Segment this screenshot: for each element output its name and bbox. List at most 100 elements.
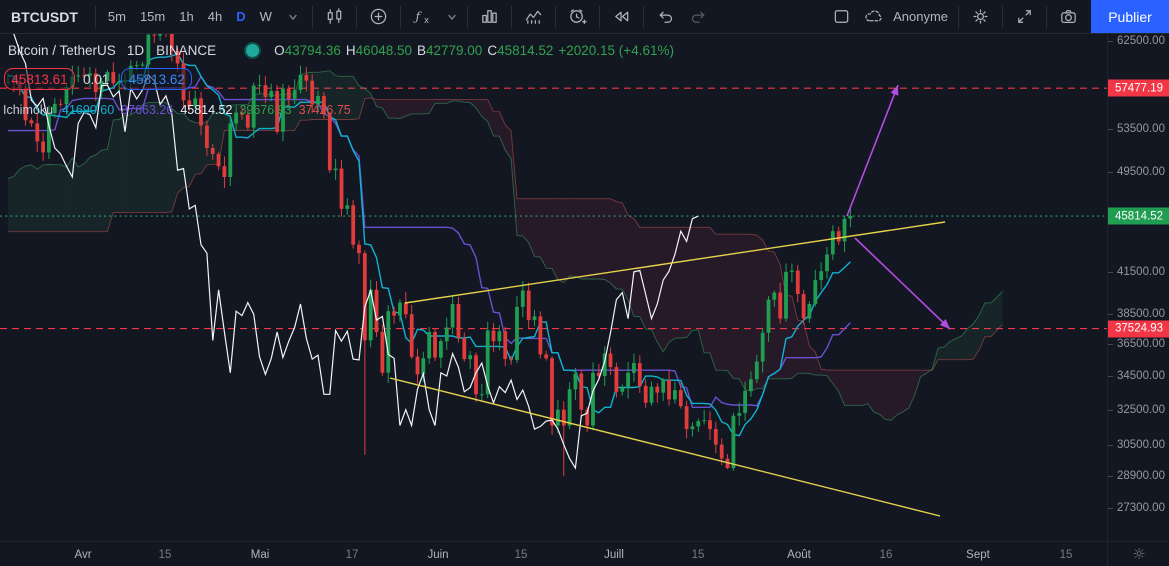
legend-interval[interactable]: 1D — [126, 43, 145, 58]
toolbar-separator — [311, 5, 313, 28]
ichimoku-value-2: 45814.52 — [180, 103, 233, 117]
market-status-dot — [244, 42, 262, 59]
time-tick: Avr — [74, 548, 92, 561]
price-marker: 57477.19 — [1108, 79, 1169, 97]
time-tick: Juin — [427, 548, 449, 561]
alarm-add-icon[interactable] — [561, 0, 594, 33]
interval-chevron-down-icon[interactable] — [279, 0, 307, 33]
redo-icon[interactable] — [682, 0, 715, 33]
ohlc-values: O43794.36 H46048.50 B42779.00 C45814.52 +202… — [274, 43, 674, 58]
candles-icon[interactable] — [318, 0, 351, 33]
toolbar-separator — [1046, 5, 1047, 28]
legend-symbol-title[interactable]: Bitcoin / TetherUS — [8, 43, 116, 58]
layout-icon[interactable] — [825, 0, 858, 33]
price-tick: 53500.00 — [1117, 122, 1165, 135]
ohlc-H: H46048.50 — [345, 43, 412, 58]
chart-canvas[interactable] — [0, 0, 1107, 566]
undo-icon[interactable] — [649, 0, 682, 33]
ichimoku-value-0: 41690.60 — [62, 103, 115, 117]
indicator-name: Ichimoku — [3, 103, 54, 117]
time-tick: 15 — [514, 548, 528, 561]
svg-text:ƒ: ƒ — [413, 9, 422, 23]
toolbar-right-icons — [825, 0, 858, 33]
svg-text:x: x — [424, 16, 429, 26]
toolbar-right-icons-2 — [953, 0, 1085, 33]
price-tick: 27300.00 — [1117, 501, 1165, 514]
ichimoku-value-3: 39676.93 — [239, 103, 292, 117]
time-tick: 15 — [691, 548, 705, 561]
toolbar-separator — [399, 5, 401, 28]
interval-button-5m[interactable]: 5m — [107, 9, 126, 24]
price-tick: 30500.00 — [1117, 439, 1165, 452]
toolbar-separator — [94, 5, 96, 28]
price-tick: 32500.00 — [1117, 403, 1165, 416]
interval-group: 5m 15m 1h 4h D W — [101, 0, 307, 33]
theme-toggle-sun-icon[interactable]: ☼ — [1132, 545, 1146, 563]
camera-icon[interactable] — [1052, 0, 1085, 33]
toolbar-separator — [466, 5, 468, 28]
price-tick: 49500.00 — [1117, 166, 1165, 179]
plus-circle-icon[interactable] — [362, 0, 395, 33]
cloud-icon — [862, 6, 886, 28]
price-tick: 34500.00 — [1117, 370, 1165, 382]
legend-exchange: BINANCE — [156, 43, 217, 58]
time-tick: 16 — [879, 548, 893, 561]
interval-button-W[interactable]: W — [259, 9, 272, 24]
price-tick: 38500.00 — [1117, 308, 1165, 321]
user-menu[interactable]: Anonyme — [858, 0, 953, 33]
interval-button-1h[interactable]: 1h — [179, 9, 194, 24]
time-tick: Sept — [966, 548, 990, 561]
toolbar-separator — [642, 5, 644, 28]
time-tick: Juill — [604, 548, 624, 561]
fx-chevron-down-icon[interactable] — [442, 0, 462, 33]
time-tick: 15 — [1059, 548, 1073, 561]
change-value: +2020.15 (+4.61%) — [558, 43, 674, 58]
indicator-values: 41690.60 37663.26 45814.52 39676.93 37426.75 — [62, 103, 358, 117]
gear-icon[interactable] — [964, 0, 997, 33]
buy-button[interactable]: 45813.62 — [121, 68, 193, 90]
ohlc-O: O43794.36 — [274, 43, 341, 58]
price-tick: 36500.00 — [1117, 338, 1165, 351]
ichimoku-value-1: 37663.26 — [121, 103, 174, 117]
chart-legend: Bitcoin / TetherUS 1D BINANCE O43794.36 H… — [8, 42, 674, 59]
ichimoku-value-4: 37426.75 — [298, 103, 351, 117]
ohlc-B: B42779.00 — [416, 43, 483, 58]
price-marker: 37524.93 — [1108, 320, 1169, 338]
chart-template-icon[interactable] — [517, 0, 550, 33]
user-name: Anonyme — [893, 9, 948, 24]
price-tick: 28900.00 — [1117, 469, 1165, 482]
axis-corner: ☼ — [1107, 541, 1169, 566]
indicator-legend[interactable]: Ichimoku 41690.60 37663.26 45814.52 39676.9… — [3, 103, 358, 117]
toolbar-separator — [1002, 5, 1003, 28]
price-tick: 41500.00 — [1117, 265, 1165, 278]
toolbar-separator — [598, 5, 600, 28]
time-axis[interactable]: Avr 15 Mai 17 Juin 15 Juill 15 Août 16 Sept 15 — [0, 541, 1107, 566]
replay-rewind-icon[interactable] — [605, 0, 638, 33]
ohlc-C: C45814.52 — [487, 43, 554, 58]
interval-button-D[interactable]: D — [236, 9, 246, 24]
time-tick: Août — [787, 548, 811, 561]
sell-button[interactable]: 45813.61 — [4, 68, 75, 90]
toolbar-separator — [958, 5, 959, 28]
time-tick: Mai — [250, 548, 270, 561]
fullscreen-icon[interactable] — [1008, 0, 1041, 33]
time-tick: 17 — [345, 548, 359, 561]
price-tick: 62500.00 — [1117, 35, 1165, 47]
interval-button-15m[interactable]: 15m — [139, 9, 166, 24]
spread-value: 0.01 — [83, 71, 110, 87]
toolbar-separator — [554, 5, 556, 28]
price-marker: 45814.52 — [1108, 207, 1169, 225]
toolbar-separator — [510, 5, 512, 28]
toolbar-separator — [355, 5, 357, 28]
price-axis[interactable]: 62500.00 53500.00 49500.00 41500.00 38500.00… — [1107, 33, 1169, 541]
symbol-button[interactable]: BTCUSDT — [11, 8, 78, 25]
order-panel: 45813.61 0.01 45813.62 — [4, 68, 193, 90]
time-tick: 15 — [158, 548, 172, 561]
publish-button[interactable]: Publier — [1091, 0, 1169, 33]
compare-bars-icon[interactable] — [473, 0, 506, 33]
interval-button-4h[interactable]: 4h — [207, 9, 223, 24]
